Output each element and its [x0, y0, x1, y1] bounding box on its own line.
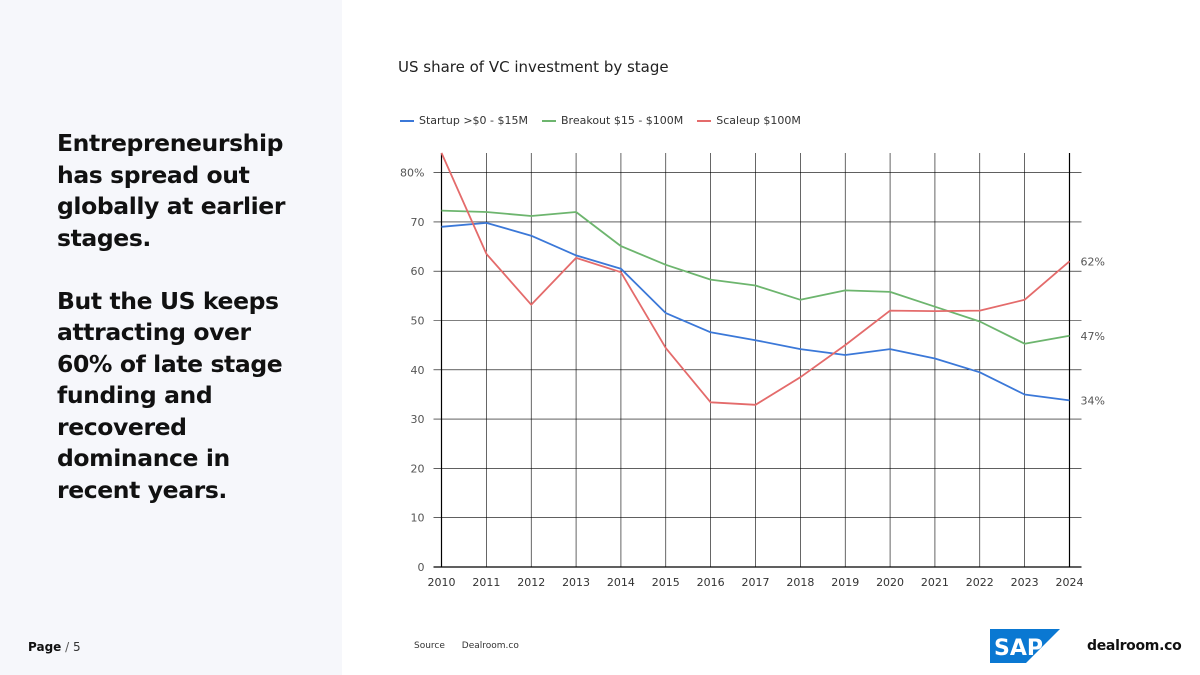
y-tick-label: 0 — [418, 561, 425, 574]
x-tick-label: 2023 — [1011, 576, 1039, 589]
x-tick-label: 2017 — [742, 576, 770, 589]
y-tick-label: 60 — [411, 265, 425, 278]
legend-swatch — [542, 119, 556, 122]
x-tick-label: 2022 — [966, 576, 994, 589]
y-tick-label: 10 — [411, 512, 425, 525]
y-tick-label: 40 — [411, 364, 425, 377]
series-line — [441, 209, 1070, 345]
x-tick-label: 2010 — [428, 576, 456, 589]
end-value-label: 47% — [1081, 330, 1105, 343]
headline-line: Entrepreneurship — [57, 129, 284, 157]
x-tick-label: 2020 — [876, 576, 904, 589]
y-tick-label: 70 — [411, 216, 425, 229]
headline-line: has spread out — [57, 160, 250, 189]
x-tick-label: 2021 — [921, 576, 949, 589]
legend-label: Breakout $15 - $100M — [561, 114, 684, 127]
headline-line: funding and — [57, 381, 213, 409]
x-tick-label: 2016 — [697, 576, 725, 589]
x-tick-label: 2024 — [1056, 576, 1084, 589]
source-value: Dealroom.co — [461, 641, 519, 651]
headline-line: recent years. — [57, 475, 227, 504]
headline-line: attracting over — [57, 318, 251, 346]
series-line — [441, 221, 1070, 402]
legend-label: Startup >$0 - $15M — [419, 114, 528, 127]
headline-line: 60% of late stage — [57, 349, 283, 378]
dealroom-logo: dealroom.co — [1087, 638, 1182, 654]
x-tick-label: 2012 — [517, 576, 545, 589]
sap-logo: SAP — [990, 629, 1060, 663]
x-tick-label: 2019 — [831, 576, 859, 589]
headline-line: dominance in — [57, 444, 230, 472]
legend-item: Scaleup $100M — [697, 114, 801, 127]
headline-paragraph-1: Entrepreneurship has spread out globally a… — [57, 128, 327, 254]
page-separator: / — [65, 640, 70, 654]
sap-logo-text: SAP — [994, 636, 1043, 661]
legend-item: Breakout $15 - $100M — [542, 114, 683, 127]
headline-line: globally at earlier — [57, 192, 286, 220]
x-tick-label: 2014 — [607, 576, 635, 589]
series-line — [440, 152, 1071, 406]
end-value-label: 62% — [1081, 255, 1105, 268]
end-value-label: 34% — [1081, 394, 1105, 407]
x-tick-label: 2011 — [472, 576, 500, 589]
chart-legend: Startup >$0 - $15M Breakout $15 - $100M Sc… — [400, 114, 815, 127]
y-tick-label: 50 — [411, 315, 425, 328]
left-panel — [0, 0, 342, 675]
legend-swatch — [400, 119, 414, 122]
legend-label: Scaleup $100M — [716, 114, 801, 127]
source-label: Source — [414, 641, 445, 651]
y-tick-label: 30 — [411, 413, 425, 426]
legend-item: Startup >$0 - $15M — [400, 114, 528, 127]
page-indicator: Page / 5 — [28, 640, 81, 654]
x-tick-label: 2018 — [786, 576, 814, 589]
source-note: Source Dealroom.co — [414, 641, 519, 651]
y-tick-label: 20 — [411, 462, 425, 475]
page-number: 5 — [73, 640, 81, 654]
headline: Entrepreneurship has spread out globally a… — [57, 128, 327, 506]
x-tick-label: 2013 — [562, 576, 590, 589]
x-tick-label: 2015 — [652, 576, 680, 589]
headline-line: But the US keeps — [57, 286, 279, 315]
chart-title: US share of VC investment by stage — [398, 58, 669, 76]
headline-line: stages. — [57, 223, 151, 252]
legend-swatch — [697, 119, 712, 122]
y-tick-label: 80% — [400, 167, 424, 180]
headline-line: recovered — [57, 412, 187, 441]
headline-paragraph-2: But the US keeps attracting over 60% of la… — [57, 286, 327, 507]
page-label: Page — [28, 640, 62, 654]
